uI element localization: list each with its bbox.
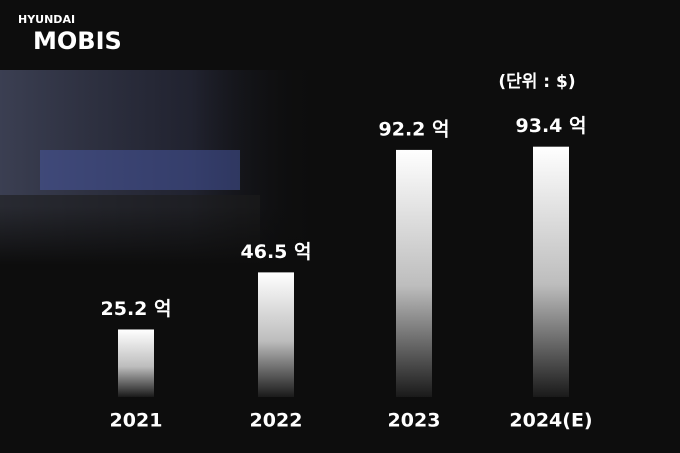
unit-note: (단위 : $): [498, 72, 575, 92]
logo-top: HYUNDAI: [18, 13, 75, 26]
value-label: 93.4 억: [516, 115, 587, 137]
x-tick-label: 2021: [110, 410, 163, 432]
bar: [396, 149, 432, 397]
photo: [0, 70, 320, 265]
bar: [258, 272, 294, 397]
value-label: 92.2 억: [379, 118, 450, 140]
x-tick-label: 2022: [250, 410, 303, 432]
value-label: 46.5 억: [241, 241, 312, 263]
value-label: 25.2 억: [101, 298, 172, 320]
x-tick-label: 2024(E): [509, 410, 592, 432]
bar: [533, 146, 569, 397]
bar: [118, 329, 154, 397]
logo-main: MOBIS: [33, 27, 122, 55]
x-tick-label: 2023: [388, 410, 441, 432]
